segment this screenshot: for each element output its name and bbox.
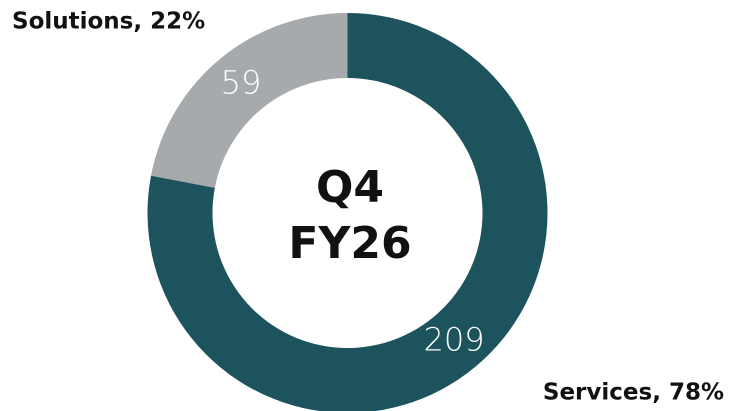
center-label: FY26 (288, 218, 411, 269)
value-label: 59 (221, 63, 262, 101)
category-label: Solutions, 22% (12, 9, 205, 35)
value-label: 209 (423, 321, 484, 359)
center-label: Q4 (316, 162, 384, 213)
category-label: Services, 78% (543, 380, 724, 406)
donut-segment (151, 12, 348, 188)
donut-segment (147, 13, 548, 411)
